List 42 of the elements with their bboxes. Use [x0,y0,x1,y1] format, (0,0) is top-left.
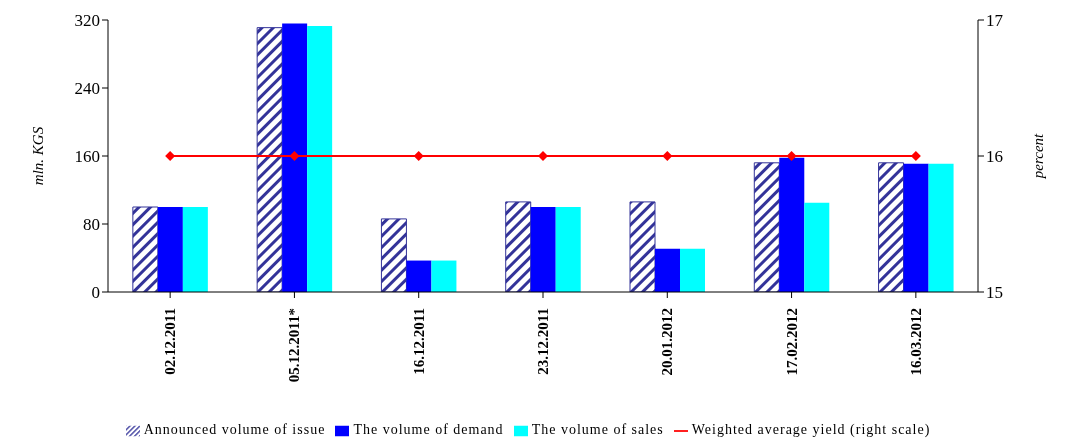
bar [256,27,283,292]
bar [655,248,680,292]
y2-axis-title: percent [1030,132,1047,180]
bar [779,157,805,292]
legend-label: Weighted average yield (right scale) [691,422,931,437]
bar [530,207,556,292]
bar [804,202,830,292]
y-tick-label: 80 [83,215,100,235]
bar [132,206,159,292]
bar [406,260,432,292]
y2-tick-label: 15 [986,283,1003,303]
y-tick-label: 320 [74,11,100,31]
y2-tick-label: 17 [986,11,1004,31]
x-tick-label: 17.02.2012 [783,308,800,376]
x-tick-label: 16.03.2012 [907,308,924,376]
y-axis-title: mln. KGS [30,126,47,186]
x-tick-label: 16.12.2011 [410,308,427,375]
bar [431,260,457,292]
bar [505,201,532,292]
legend-label: The volume of sales [531,422,664,437]
bar [157,207,183,292]
y-tick-label: 240 [74,79,100,99]
bar [903,163,929,292]
y2-tick-label: 16 [986,147,1003,167]
bar [182,207,208,292]
bar [928,163,954,292]
bar [753,162,780,292]
legend-label: The volume of demand [353,422,504,437]
bar [878,162,905,292]
x-tick-label: 05.12.2011* [286,308,303,383]
bar [555,207,581,292]
bar [380,218,407,292]
y-tick-label: 0 [91,283,100,303]
x-tick-label: 02.12.2011 [162,308,179,375]
bar [282,23,308,292]
legend-label: Announced volume of issue [143,422,326,437]
y-tick-label: 160 [74,147,100,167]
bar [307,25,333,292]
x-tick-label: 23.12.2011 [535,308,551,375]
bar [629,201,656,292]
bar [680,248,705,292]
x-tick-label: 20.01.2012 [659,308,676,376]
